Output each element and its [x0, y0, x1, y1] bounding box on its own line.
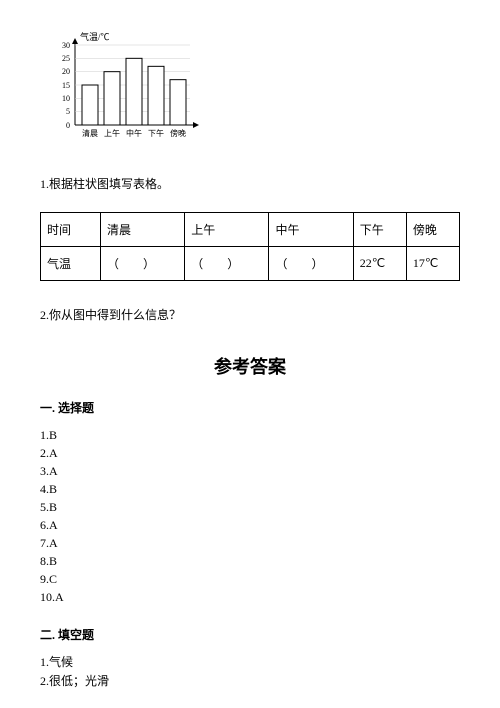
question-2: 2.你从图中得到什么信息？ — [40, 306, 460, 323]
answer-item: 8.B — [40, 552, 460, 570]
bar-dawn — [82, 85, 98, 125]
fill-answers: 1.气候 2.很低；光滑 — [40, 653, 460, 691]
x-label-3: 下午 — [148, 128, 164, 138]
x-label-0: 清晨 — [82, 128, 98, 138]
temperature-table: 时间 清晨 上午 中午 下午 傍晚 气温 （ ） （ ） （ ） 22℃ 17℃ — [40, 212, 460, 281]
svg-text:15: 15 — [62, 81, 70, 90]
row1-label: 时间 — [41, 213, 101, 247]
svg-text:20: 20 — [62, 67, 70, 76]
fill-answer-item: 1.气候 — [40, 653, 460, 672]
choice-answers: 1.B 2.A 3.A 4.B 5.B 6.A 7.A 8.B 9.C 10.A — [40, 426, 460, 606]
answer-item: 10.A — [40, 588, 460, 606]
x-axis-arrow — [193, 122, 199, 128]
y-tick-30: 30 — [62, 41, 190, 50]
answer-item: 6.A — [40, 516, 460, 534]
svg-text:0: 0 — [66, 121, 70, 130]
answer-item: 2.A — [40, 444, 460, 462]
x-label-1: 上午 — [104, 128, 120, 138]
table-cell: 上午 — [185, 213, 269, 247]
svg-text:5: 5 — [66, 107, 70, 116]
answer-item: 7.A — [40, 534, 460, 552]
bar-morning — [104, 72, 120, 125]
fill-answer-item: 2.很低；光滑 — [40, 672, 460, 691]
answer-item: 9.C — [40, 570, 460, 588]
table-cell: 中午 — [269, 213, 353, 247]
table-cell: 下午 — [353, 213, 406, 247]
table-cell: （ ） — [269, 247, 353, 281]
bar-noon — [126, 58, 142, 125]
bar-afternoon — [148, 66, 164, 125]
answers-title: 参考答案 — [40, 353, 460, 379]
answer-item: 5.B — [40, 498, 460, 516]
bar-evening — [170, 80, 186, 125]
svg-text:10: 10 — [62, 94, 70, 103]
table-cell: 傍晚 — [406, 213, 459, 247]
table-cell: （ ） — [185, 247, 269, 281]
row2-label: 气温 — [41, 247, 101, 281]
chart-svg: 气温/℃ 0 5 10 15 20 25 — [50, 30, 210, 150]
table-cell: 22℃ — [353, 247, 406, 281]
answer-item: 4.B — [40, 480, 460, 498]
question-1: 1.根据柱状图填写表格。 — [40, 175, 460, 192]
table-cell: 17℃ — [406, 247, 459, 281]
x-label-4: 傍晚 — [170, 128, 186, 138]
section-fill-title: 二. 填空题 — [40, 626, 460, 643]
answer-item: 1.B — [40, 426, 460, 444]
table-cell: 清晨 — [101, 213, 185, 247]
svg-text:25: 25 — [62, 54, 70, 63]
svg-text:30: 30 — [62, 41, 70, 50]
x-label-2: 中午 — [126, 128, 142, 138]
y-axis-label: 气温/℃ — [80, 31, 110, 42]
y-tick-0: 0 — [66, 121, 70, 130]
table-cell: （ ） — [101, 247, 185, 281]
table-row: 气温 （ ） （ ） （ ） 22℃ 17℃ — [41, 247, 460, 281]
answer-item: 3.A — [40, 462, 460, 480]
table-row: 时间 清晨 上午 中午 下午 傍晚 — [41, 213, 460, 247]
section-choice-title: 一. 选择题 — [40, 399, 460, 416]
bar-chart: 气温/℃ 0 5 10 15 20 25 — [50, 30, 460, 150]
y-axis-arrow — [72, 38, 78, 44]
